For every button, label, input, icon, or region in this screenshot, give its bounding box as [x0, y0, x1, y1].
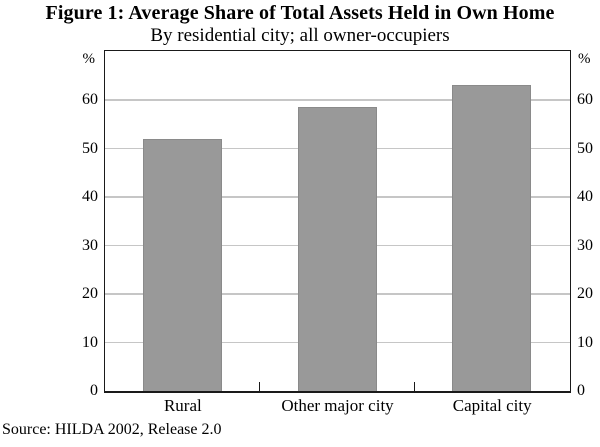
bar-other-major-city [297, 107, 377, 391]
y-axis-unit-right: % [578, 51, 591, 67]
x-axis-tick [413, 382, 416, 391]
y-tick-label-right: 30 [577, 236, 593, 254]
y-tick-label-right: 50 [577, 139, 593, 157]
bar-rural [142, 138, 222, 391]
bar-capital-city [452, 85, 532, 391]
x-category-label: Capital city [452, 396, 532, 415]
plot-area [104, 50, 571, 393]
x-axis-tick [258, 382, 261, 391]
chart-subtitle: By residential city; all owner-occupiers [150, 25, 450, 46]
y-tick-label-left: 40 [82, 188, 98, 205]
y-tick-label-left: 20 [82, 285, 98, 302]
y-tick-label-right: 0 [577, 382, 585, 399]
gridline [105, 99, 570, 101]
x-category-label: Rural [163, 396, 202, 415]
chart-title: Figure 1: Average Share of Total Assets … [45, 2, 555, 24]
y-tick-label-right: 40 [577, 188, 593, 205]
y-tick-label-left: 0 [90, 382, 98, 399]
x-category-label: Other major city [281, 396, 394, 415]
y-tick-label-right: 20 [577, 285, 593, 302]
y-tick-label-left: 60 [82, 91, 98, 108]
y-tick-label-left: 30 [82, 236, 98, 254]
y-tick-label-right: 60 [577, 91, 593, 108]
source-note: Source: HILDA 2002, Release 2.0 [2, 421, 222, 438]
y-tick-label-left: 10 [82, 333, 98, 351]
y-tick-label-left: 50 [82, 139, 98, 157]
y-tick-label-right: 10 [577, 333, 593, 351]
y-axis-unit-left: % [82, 51, 96, 67]
